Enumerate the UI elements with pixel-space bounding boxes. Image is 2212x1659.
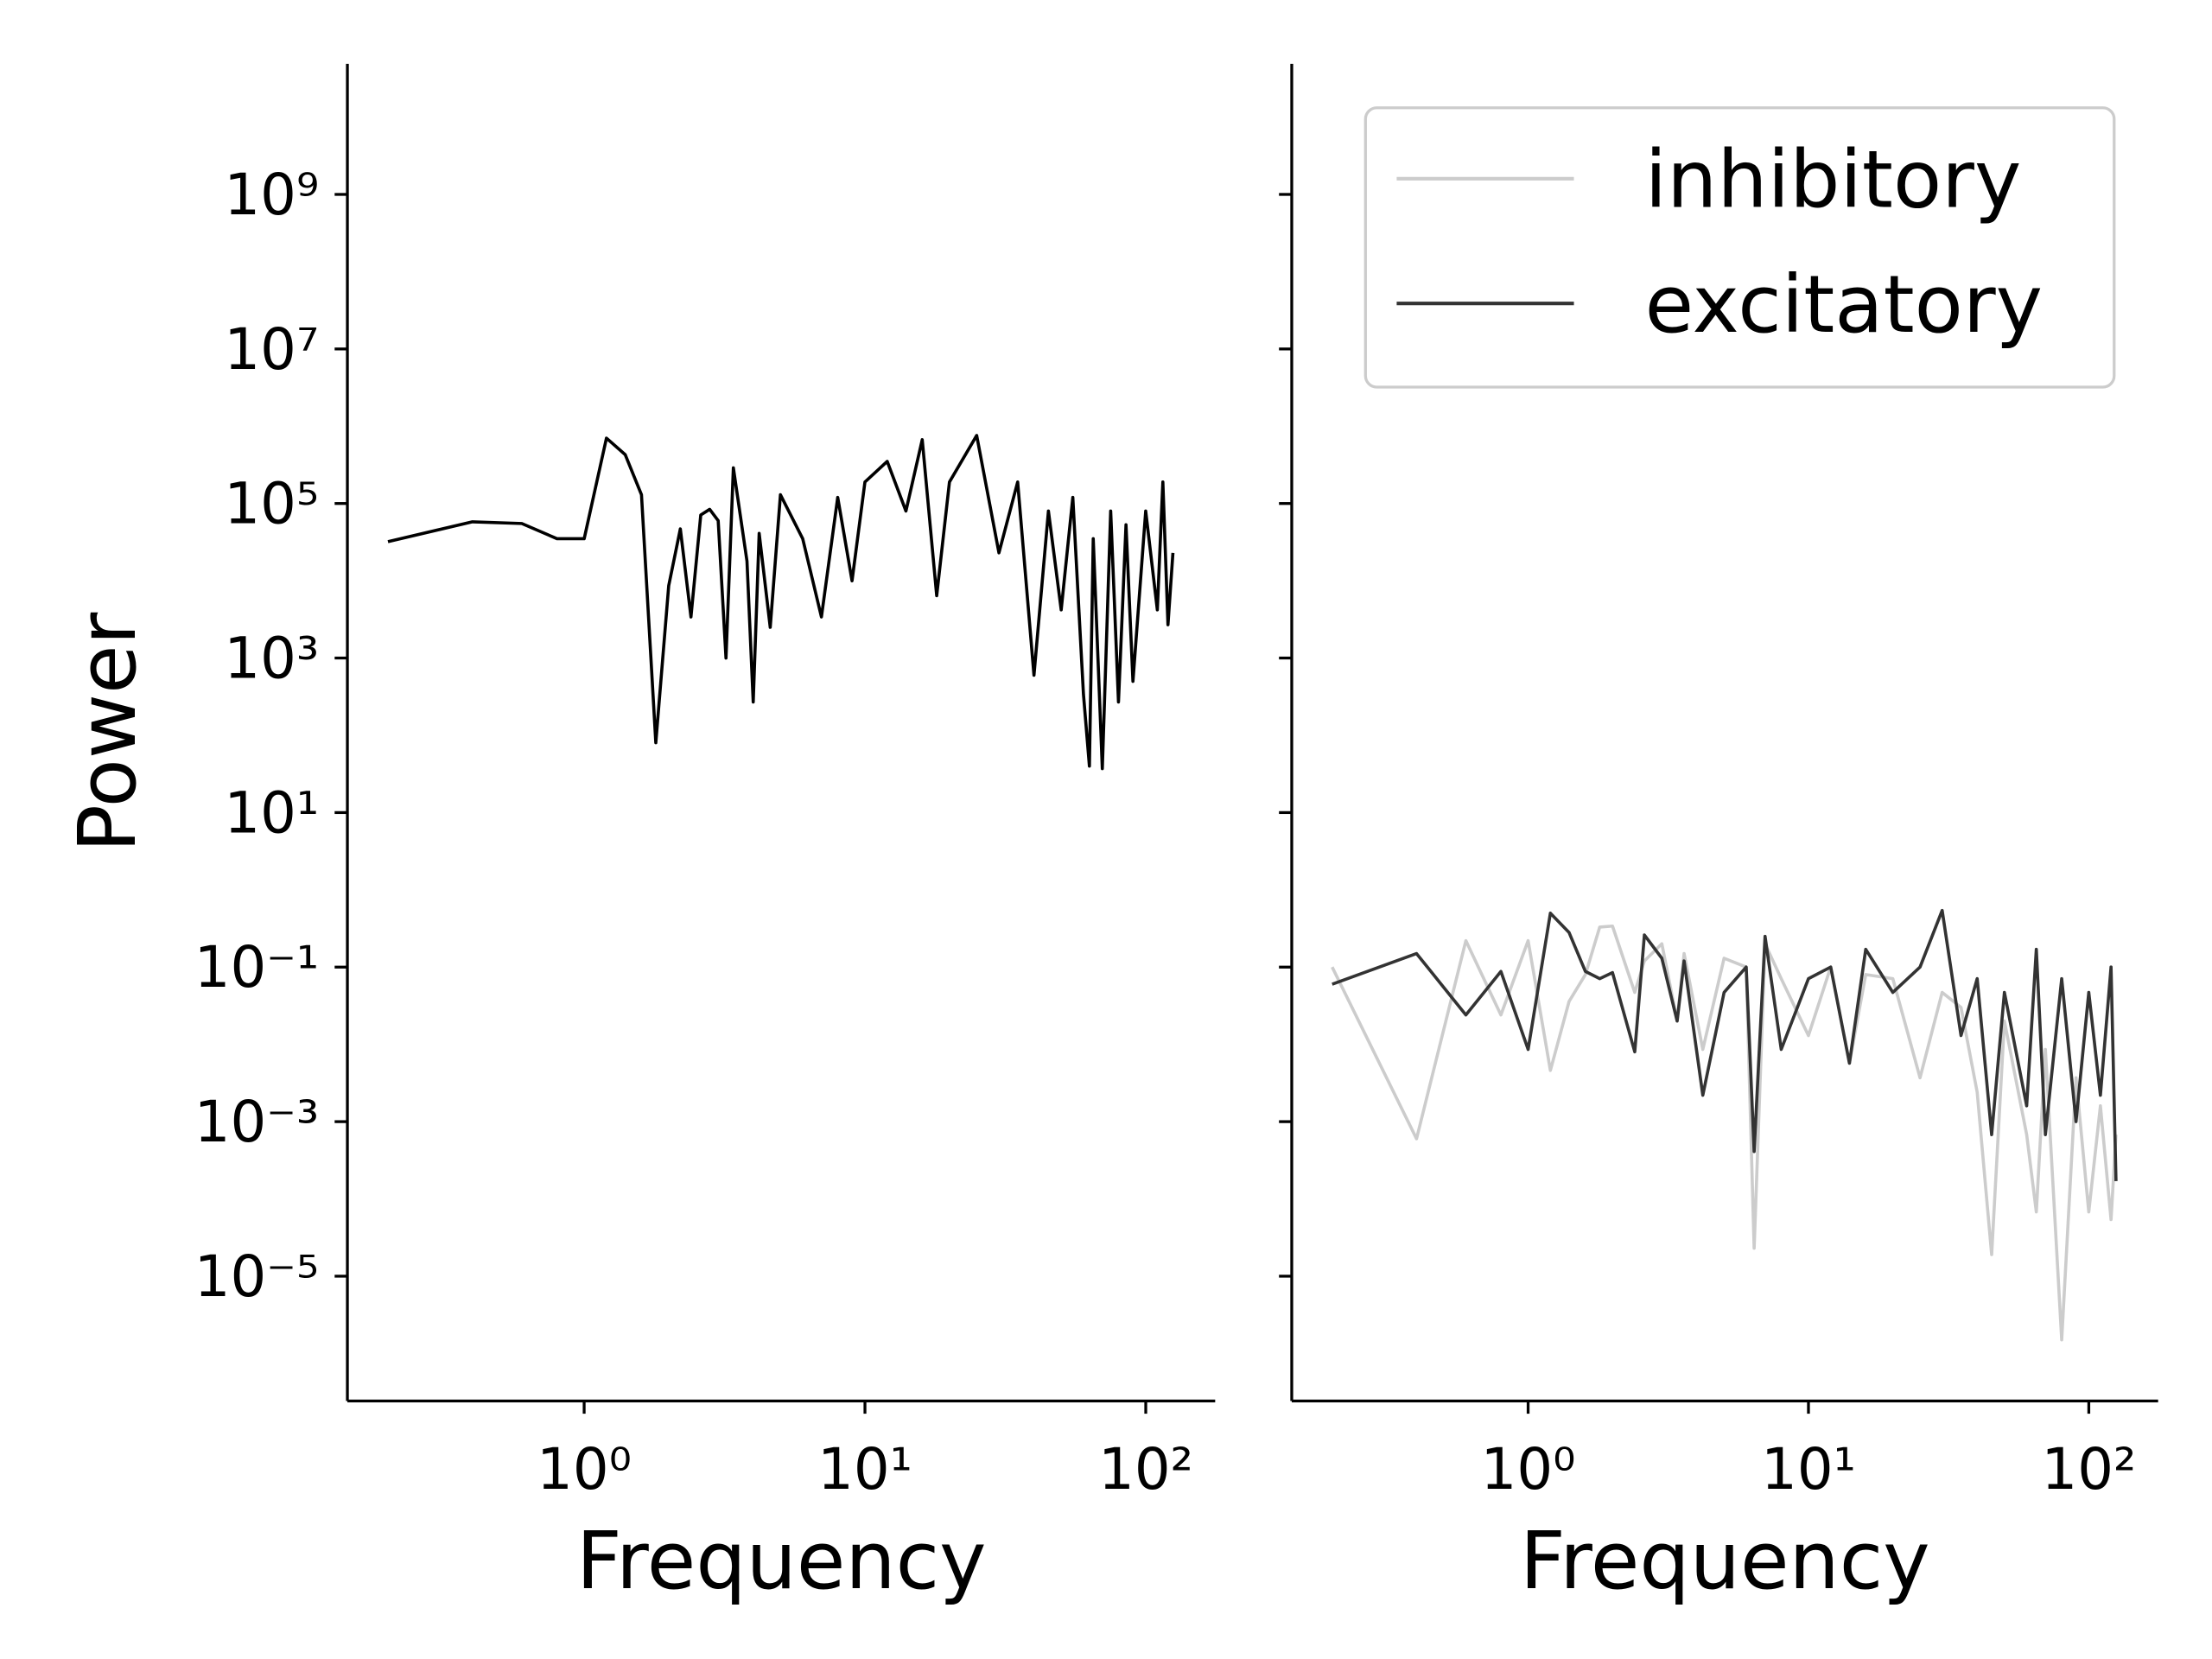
y-tick-label: 10⁻⁵ (194, 1244, 319, 1310)
data-line (1332, 908, 2118, 1182)
x-tick-label: 10⁰ (1481, 1437, 1576, 1503)
y-tick-label: 10¹ (224, 780, 319, 846)
y-tick-label: 10⁻¹ (194, 935, 319, 1001)
legend-label: excitatory (1645, 258, 2043, 351)
data-line (1331, 924, 2118, 1342)
x-tick-label: 10² (1098, 1437, 1193, 1503)
x-tick-label: 10¹ (1761, 1437, 1856, 1503)
legend-label: inhibitory (1645, 134, 2022, 226)
x-tick-label: 10⁰ (537, 1437, 632, 1503)
x-tick-label: 10¹ (817, 1437, 912, 1503)
y-tick-label: 10⁷ (224, 317, 319, 383)
y-tick-label: 10⁹ (224, 162, 319, 228)
y-tick-label: 10⁵ (224, 472, 319, 537)
y-tick-label: 10³ (224, 626, 319, 692)
data-line (387, 434, 1175, 771)
x-axis-label: Frequency (576, 1515, 987, 1607)
x-tick-label: 10² (2042, 1437, 2137, 1503)
y-tick-label: 10⁻³ (194, 1090, 319, 1155)
x-axis-label: Frequency (1520, 1515, 1930, 1607)
y-axis-label: Power (61, 612, 154, 852)
